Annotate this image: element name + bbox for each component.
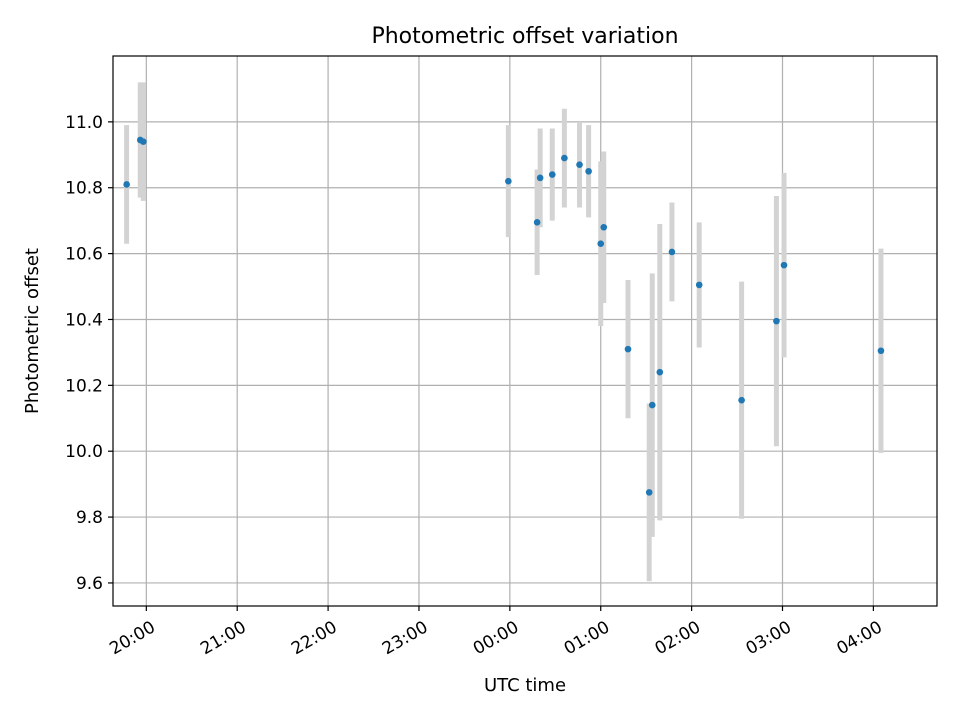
data-point	[773, 317, 780, 325]
data-point	[648, 401, 656, 409]
data-point	[576, 161, 583, 168]
y-tick-label: 10.4	[65, 310, 103, 330]
y-tick-label: 9.6	[76, 574, 103, 594]
grid	[113, 56, 937, 606]
data-point	[536, 174, 544, 182]
y-tick-label: 10.2	[65, 376, 103, 396]
data-point	[645, 489, 653, 496]
data-point	[877, 347, 885, 355]
y-tick-label: 9.8	[76, 508, 103, 528]
chart-title: Photometric offset variation	[371, 24, 678, 49]
data-point	[561, 154, 568, 162]
data-point	[548, 171, 556, 178]
data-point	[533, 219, 541, 226]
data-point	[738, 396, 745, 404]
data-point	[139, 138, 147, 145]
y-tick-label: 10.8	[65, 179, 103, 199]
data-point	[600, 223, 608, 231]
data-point	[780, 261, 788, 269]
y-axis-label: Photometric offset	[22, 248, 43, 414]
y-tick-label: 10.6	[65, 245, 103, 265]
data-point	[505, 177, 512, 185]
y-tick-label: 10.0	[65, 442, 103, 462]
y-tick-label: 11.0	[65, 113, 103, 133]
data-point	[695, 281, 703, 289]
data-point	[668, 248, 676, 256]
x-axis-label: UTC time	[484, 675, 566, 696]
data-point	[656, 368, 664, 376]
data-points	[123, 136, 885, 496]
data-point	[585, 167, 592, 175]
y-axis-ticks: 9.6 9.8 10.0 10.2 10.4 10.6 10.8 11.0	[65, 113, 113, 594]
data-point	[624, 345, 632, 353]
plot-frame	[112, 55, 938, 607]
data-point	[597, 240, 605, 248]
data-point	[123, 181, 130, 188]
